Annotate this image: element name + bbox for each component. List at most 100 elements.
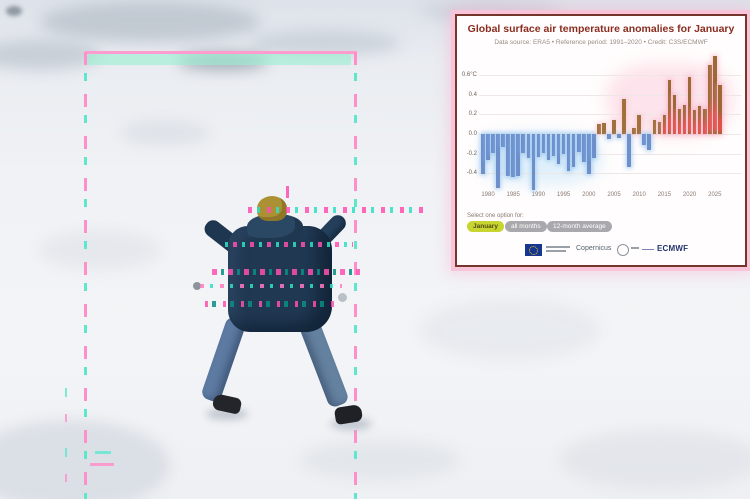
x-axis-label: 1990 — [531, 192, 546, 198]
anomaly-bar-2007 — [622, 98, 626, 134]
y-axis-label: 0.4 — [468, 91, 477, 98]
anomaly-bar-1988 — [526, 134, 531, 158]
x-axis-label: 2015 — [657, 192, 672, 198]
anomaly-bar-1992 — [546, 134, 551, 160]
glitch-stray-dashes — [95, 451, 111, 454]
anomaly-bar-1997 — [571, 134, 576, 167]
anomaly-bar-2012 — [647, 134, 652, 150]
anomaly-bar-2025 — [713, 56, 717, 134]
snow-texture — [300, 440, 460, 480]
anomaly-bar-2017 — [672, 94, 677, 134]
person-right-hand — [338, 293, 347, 302]
option-all-months-button[interactable]: all months — [505, 221, 547, 232]
anomaly-bar-1994 — [556, 134, 561, 164]
x-axis-label: 2025 — [708, 192, 722, 198]
x-axis-label: 2005 — [607, 192, 621, 198]
eu-text-line — [546, 250, 566, 252]
logo-separator — [642, 249, 654, 251]
anomaly-bar-2010 — [637, 115, 641, 134]
option-january-button[interactable]: January — [467, 221, 504, 232]
anomaly-bar-1987 — [521, 134, 526, 153]
x-axis-label: 1995 — [556, 192, 571, 198]
glitch-dashes — [225, 242, 353, 247]
anomaly-bar-1989 — [531, 134, 536, 191]
anomaly-bar-2015 — [662, 115, 667, 134]
option-12-month-average-button[interactable]: 12-month average — [547, 221, 612, 232]
ice-texture — [40, 2, 260, 42]
anomaly-bar-2019 — [682, 105, 687, 134]
y-axis-label: 0.2 — [468, 111, 477, 118]
anomaly-bar-1979 — [481, 134, 485, 175]
anomaly-bar-1985 — [511, 134, 515, 178]
anomaly-bar-1991 — [541, 134, 546, 153]
snow-texture — [40, 230, 160, 270]
anomaly-bar-2024 — [707, 65, 712, 134]
anomaly-bar-1998 — [576, 134, 581, 152]
anomaly-bar-1996 — [566, 134, 571, 172]
glitch-stray-dashes — [90, 463, 114, 466]
anomaly-bar-2026 — [718, 84, 722, 134]
x-axis-label: 2010 — [632, 192, 646, 198]
eu-text-line — [546, 246, 570, 248]
temperature-anomaly-chart-card: Global surface air temperature anomalies… — [455, 14, 747, 267]
anomaly-bar-2020 — [687, 76, 692, 134]
anomaly-bar-2018 — [677, 109, 682, 134]
anomaly-bar-1984 — [506, 134, 510, 177]
gridline — [479, 74, 741, 76]
anomaly-bar-1986 — [516, 134, 521, 177]
partner-text-line — [631, 247, 639, 249]
plot-area: 0.6°C 0.4 0.2 0.0 -0.2 -0.4 1980 1985 1990 1995 20… — [457, 16, 745, 265]
glitch-rect-right-edge — [354, 52, 357, 499]
x-axis-label: 1985 — [506, 192, 520, 198]
x-axis-label: 2000 — [582, 192, 596, 198]
chart-subtitle: Data source: ERA5 • Reference period: 19… — [494, 39, 708, 46]
gridline — [479, 94, 741, 96]
anomaly-bar-1980 — [486, 134, 490, 160]
anomaly-bar-2013 — [652, 120, 657, 134]
person-left-hand — [193, 282, 201, 290]
glitch-dashes — [205, 301, 337, 307]
anomaly-bar-1981 — [491, 134, 495, 153]
glitch-rect-top-edge — [85, 51, 357, 54]
anomaly-bar-1993 — [551, 134, 556, 156]
glitch-dashes — [286, 186, 289, 198]
glitch-rect-left-edge — [84, 52, 87, 499]
logos-row: Copernicus ECMWF — [457, 242, 745, 262]
anomaly-bar-2004 — [607, 134, 611, 139]
anomaly-bar-2002 — [597, 124, 601, 134]
gridline — [479, 153, 741, 155]
anomaly-bar-1983 — [501, 134, 505, 147]
gridline — [479, 173, 741, 175]
glitch-dashes — [212, 269, 360, 275]
anomaly-bar-1990 — [536, 134, 541, 157]
y-axis-label: -0.4 — [466, 170, 477, 177]
anomaly-bar-2021 — [692, 110, 697, 134]
anomaly-bar-2022 — [697, 106, 702, 134]
anomaly-bar-1999 — [581, 134, 586, 162]
y-axis-label: 0.0 — [468, 131, 477, 137]
anomaly-bar-2011 — [642, 134, 647, 145]
x-axis-label: 2020 — [682, 192, 697, 198]
glitch-dashes — [200, 284, 342, 288]
ecmwf-logo: ECMWF — [657, 244, 689, 253]
y-axis-label: -0.2 — [466, 150, 477, 157]
round-partner-logo-icon — [617, 244, 629, 256]
anomaly-bar-2001 — [592, 134, 596, 158]
anomaly-bar-2008 — [627, 134, 631, 167]
ice-texture — [0, 40, 100, 70]
anomaly-bar-1982 — [496, 134, 500, 189]
cool-glow — [481, 134, 601, 184]
anomaly-bar-2003 — [602, 123, 606, 134]
eu-flag-icon — [525, 244, 542, 256]
snow-texture — [560, 430, 750, 490]
glitch-dashes — [248, 207, 426, 213]
x-axis-label: 1980 — [481, 192, 495, 198]
chart-title: Global surface air temperature anomalies… — [467, 23, 735, 35]
snow-texture — [420, 300, 600, 360]
glitch-rect-mint-glow — [85, 54, 351, 65]
gridline — [479, 114, 741, 116]
anomaly-bar-2016 — [667, 79, 672, 134]
y-axis-label: 0.6°C — [461, 71, 477, 78]
anomaly-bar-2005 — [612, 120, 616, 134]
